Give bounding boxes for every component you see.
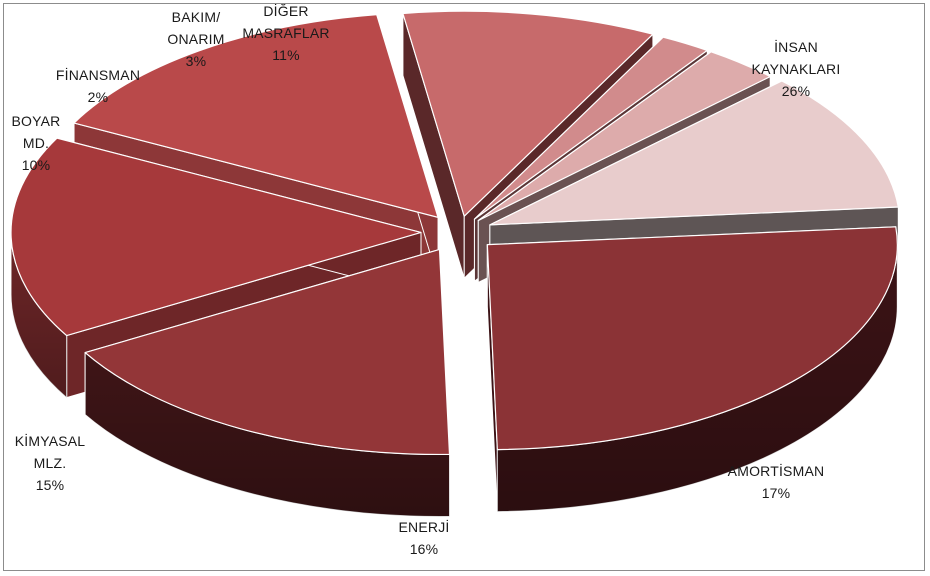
data-label-1: AMORTİSMAN 17% <box>728 462 825 501</box>
pie-chart: İNSAN KAYNAKLARI 26% AMORTİSMAN 17% ENERJİ 16%… <box>10 4 899 557</box>
data-label-category: MLZ. <box>34 455 67 471</box>
data-label-value: 17% <box>762 485 791 501</box>
slice-side-shade-2 <box>11 232 67 398</box>
data-label-category: MASRAFLAR <box>242 25 329 41</box>
data-label-category: FİNANSMAN <box>56 66 140 83</box>
data-label-category: İNSAN <box>774 38 818 55</box>
data-label-value: 15% <box>36 477 65 493</box>
data-label-category: ONARIM <box>167 31 224 47</box>
slice-top-7 <box>489 80 899 226</box>
pie-slice-1 <box>84 248 451 517</box>
data-label-3: KİMYASAL MLZ. 15% <box>15 432 86 493</box>
data-label-value: 2% <box>88 89 109 105</box>
data-label-category: ENERJİ <box>399 518 450 535</box>
data-label-category: KAYNAKLARI <box>752 61 841 77</box>
data-label-7: DİĞER MASRAFLAR 11% <box>242 4 329 63</box>
slice-side-shade-1 <box>85 352 450 517</box>
slice-side-shade-0 <box>497 244 898 512</box>
data-label-category: BAKIM/ <box>172 9 221 25</box>
slice-top-5 <box>473 36 708 220</box>
data-label-category: MD. <box>23 135 49 151</box>
data-label-value: 26% <box>782 83 811 99</box>
slices-layer <box>10 10 899 517</box>
data-label-value: 16% <box>410 541 439 557</box>
pie-slice-0 <box>486 226 898 513</box>
data-label-2: ENERJİ 16% <box>399 518 450 557</box>
data-label-value: 11% <box>272 47 300 63</box>
slice-top-0 <box>486 226 898 451</box>
data-label-category: DİĞER <box>263 4 308 19</box>
chart-frame: İNSAN KAYNAKLARI 26% AMORTİSMAN 17% ENERJİ 16%… <box>3 3 925 571</box>
slice-top-1 <box>84 248 451 456</box>
labels-layer: İNSAN KAYNAKLARI 26% AMORTİSMAN 17% ENERJİ 16%… <box>12 4 841 557</box>
slice-top-6 <box>477 51 771 222</box>
data-label-category: AMORTİSMAN <box>728 462 825 479</box>
slice-top-4 <box>402 10 654 217</box>
slice-top-2 <box>10 137 422 337</box>
data-label-category: KİMYASAL <box>15 432 86 449</box>
data-label-5: FİNANSMAN 2% <box>56 66 140 105</box>
slice-top-3 <box>73 14 439 218</box>
data-label-value: 3% <box>186 53 207 69</box>
data-label-value: 10% <box>22 157 51 173</box>
data-label-6: BAKIM/ONARIM 3% <box>167 9 224 69</box>
data-label-category: BOYAR <box>12 113 61 129</box>
data-label-4: BOYAR MD. 10% <box>12 113 61 173</box>
data-label-0: İNSAN KAYNAKLARI 26% <box>752 38 841 99</box>
